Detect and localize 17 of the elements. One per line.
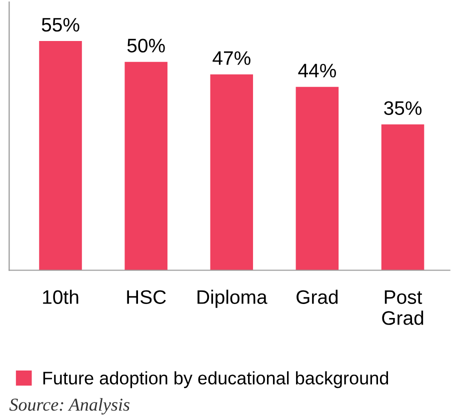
x-tick-label: 10th	[43, 290, 78, 304]
data-label: 47%	[212, 51, 250, 65]
bar	[124, 62, 168, 270]
data-label: 50%	[127, 38, 165, 52]
legend-label: Future adoption by educational background	[43, 371, 388, 388]
data-label: 35%	[384, 101, 422, 116]
bar	[381, 124, 424, 270]
bar	[296, 86, 339, 270]
data-label: 44%	[298, 64, 336, 78]
x-tick-label: Diploma	[198, 290, 268, 308]
bar	[39, 41, 82, 270]
data-label: 55%	[42, 18, 80, 32]
x-tick-label: Grad	[296, 290, 338, 304]
x-tick-label: HSC	[127, 290, 166, 304]
source-note: Source: Analysis	[9, 398, 130, 415]
x-tick-label: Post Grad	[382, 290, 424, 325]
bar	[210, 74, 254, 270]
